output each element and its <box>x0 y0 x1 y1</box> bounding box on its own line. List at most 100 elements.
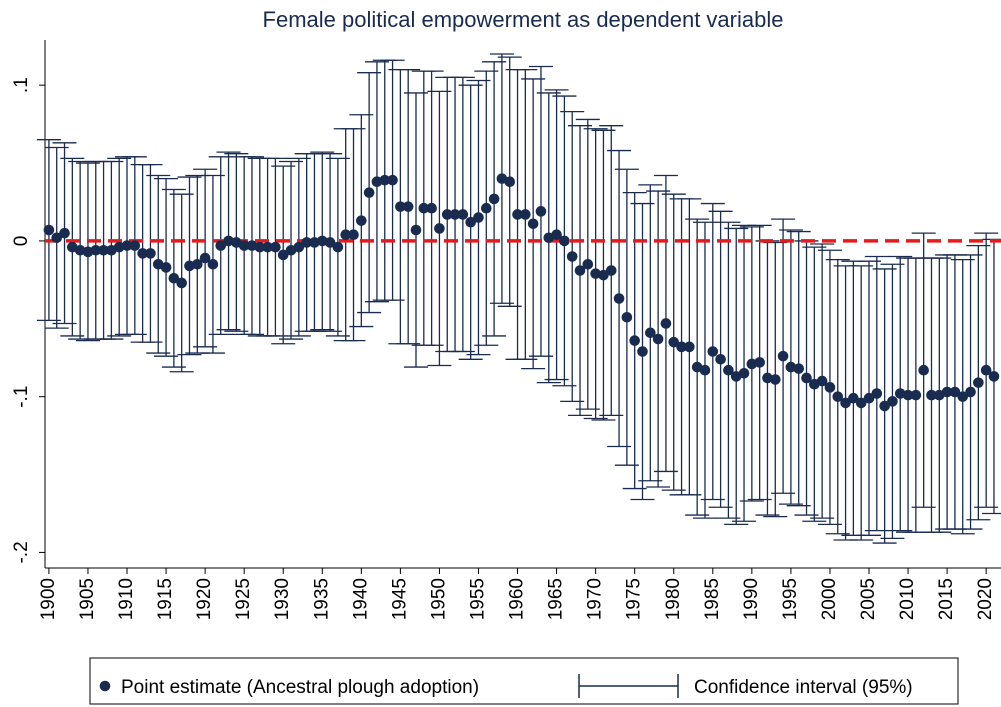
point-estimate <box>160 262 172 273</box>
point-estimate <box>348 229 359 240</box>
point-estimate <box>949 386 961 398</box>
point-estimate <box>238 240 250 251</box>
point-estimate <box>738 368 750 379</box>
point-estimate <box>441 209 453 220</box>
point-estimate <box>660 318 672 329</box>
x-tick-label: 1945 <box>389 578 410 620</box>
point-estimate <box>137 248 148 259</box>
x-tick-label: 1995 <box>780 578 801 620</box>
point-estimate <box>887 396 898 407</box>
point-estimate <box>457 209 469 220</box>
point-estimate <box>988 371 1000 382</box>
point-estimate <box>363 187 375 198</box>
point-estimate <box>535 206 547 217</box>
chart-title: Female political empowerment as dependen… <box>263 7 784 32</box>
point-estimate <box>59 227 70 239</box>
point-estimate <box>551 229 562 240</box>
legend-box <box>89 657 959 705</box>
point-estimate <box>293 241 305 253</box>
x-tick-label: 1925 <box>233 578 254 620</box>
point-estimate <box>480 202 492 214</box>
point-estimate <box>566 251 578 262</box>
point-estimate <box>465 216 476 228</box>
point-estimate <box>621 311 633 323</box>
point-estimate <box>426 202 437 214</box>
point-estimate <box>910 389 922 401</box>
point-estimate <box>270 241 281 253</box>
x-tick-label: 2010 <box>897 578 918 620</box>
point-estimate <box>582 258 594 270</box>
point-estimate <box>574 265 586 276</box>
x-tick-label: 2005 <box>858 578 879 620</box>
x-tick-label: 1975 <box>624 578 645 620</box>
point-estimate <box>793 363 805 374</box>
point-estimate <box>676 341 687 353</box>
point-estimate <box>324 237 336 248</box>
legend-marker <box>99 680 111 692</box>
point-estimate <box>488 193 500 205</box>
y-tick-label: -.1 <box>11 386 32 408</box>
point-estimate <box>754 357 765 368</box>
point-estimate <box>707 346 719 357</box>
point-estimate <box>824 382 836 393</box>
point-estimate <box>356 215 367 226</box>
point-estimate <box>418 202 430 214</box>
point-estimate <box>90 244 102 256</box>
point-estimate <box>863 392 875 404</box>
point-estimate <box>902 389 914 401</box>
point-estimate <box>645 327 656 339</box>
point-estimate <box>926 389 937 401</box>
x-tick-label: 1985 <box>702 578 723 620</box>
point-estimate <box>723 364 734 376</box>
point-estimate <box>51 232 63 244</box>
point-estimate <box>254 241 266 253</box>
x-tick-label: 1965 <box>546 578 567 620</box>
point-estimate <box>637 346 648 357</box>
point-estimate <box>207 258 219 270</box>
point-estimate <box>840 397 851 409</box>
point-estimate <box>598 269 609 281</box>
x-tick-label: 1920 <box>194 578 215 620</box>
point-estimate <box>871 388 883 399</box>
point-estimate <box>98 244 109 256</box>
point-estimate <box>715 353 726 365</box>
point-estimate <box>301 237 312 248</box>
x-tick-label: 1915 <box>155 578 176 620</box>
x-tick-label: 1940 <box>350 578 371 620</box>
x-tick-label: 1955 <box>467 578 488 620</box>
point-estimate <box>129 240 141 251</box>
x-tick-label: 1960 <box>507 578 528 620</box>
point-estimate <box>832 391 844 402</box>
y-tick-label: .1 <box>11 77 32 93</box>
point-estimate <box>379 174 391 186</box>
y-tick-label: 0 <box>11 236 32 247</box>
point-estimate <box>965 386 976 398</box>
x-tick-label: 1980 <box>663 578 684 620</box>
point-estimate <box>918 364 929 376</box>
point-estimate <box>879 400 890 412</box>
point-estimate <box>559 235 570 247</box>
point-estimate <box>527 218 539 230</box>
x-tick-label: 1935 <box>311 578 332 620</box>
point-estimate <box>629 335 640 346</box>
point-estimate <box>512 209 523 220</box>
point-estimate <box>473 212 484 223</box>
point-estimate <box>449 209 461 220</box>
point-estimate <box>605 265 617 276</box>
point-estimate <box>848 392 859 404</box>
x-tick-label: 1990 <box>741 578 762 620</box>
x-tick-label: 1970 <box>585 578 606 620</box>
point-estimate <box>43 224 55 236</box>
point-estimate <box>121 240 133 251</box>
point-estimate <box>816 375 828 387</box>
point-estimate <box>777 350 789 362</box>
point-estimate <box>387 174 398 186</box>
point-estimate <box>176 277 187 289</box>
x-tick-label: 2000 <box>819 578 840 620</box>
point-estimate <box>668 336 680 348</box>
point-estimate <box>402 201 414 212</box>
point-estimate <box>262 241 273 253</box>
y-tick-label: -.2 <box>11 541 32 563</box>
point-estimate <box>192 258 203 270</box>
